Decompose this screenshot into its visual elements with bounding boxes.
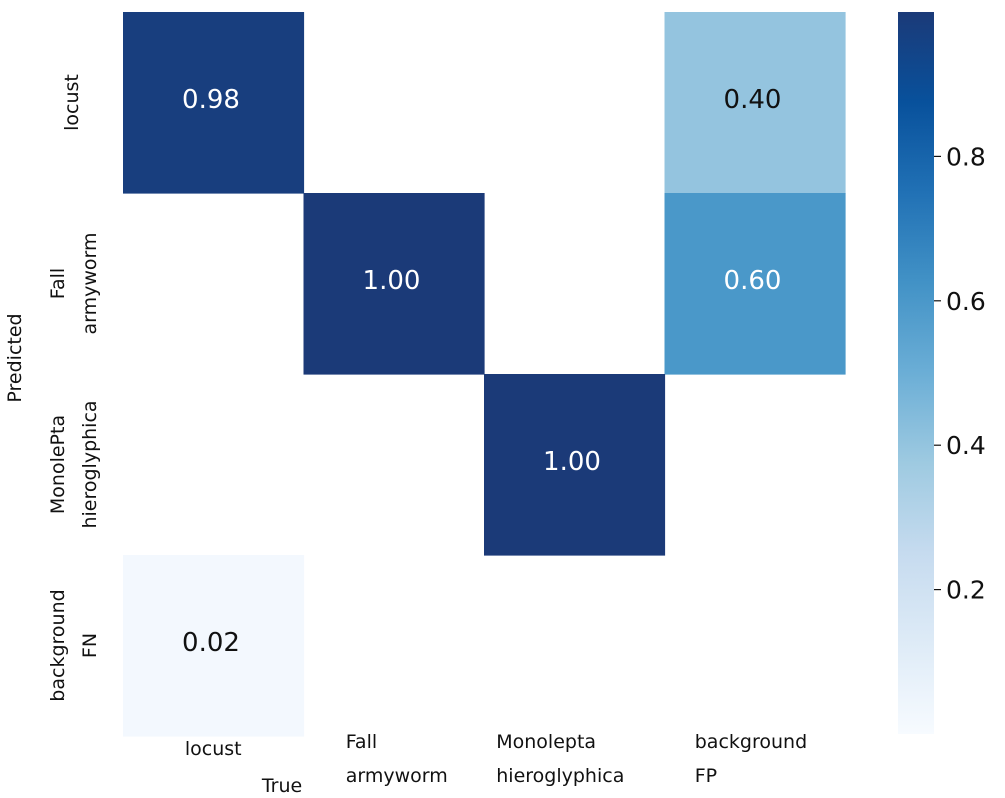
heatmap-cell <box>664 12 846 194</box>
cell-value-label: 1.00 <box>543 447 601 477</box>
svg-text:locust: locust <box>61 74 83 131</box>
cell-value-label: 1.00 <box>363 266 421 296</box>
heatmap-cell <box>664 193 846 375</box>
heatmap-cells <box>123 12 846 737</box>
colorbar-tick-label: 0.2 <box>946 576 986 605</box>
cell-value-label: 0.60 <box>724 266 782 296</box>
y-tick-label: MonolePta hieroglyphica <box>47 400 101 528</box>
cell-value-label: 0.02 <box>182 628 240 658</box>
heatmap-cell <box>123 555 305 737</box>
colorbar-tick-label: 0.8 <box>946 142 986 171</box>
colorbar <box>898 12 934 734</box>
cell-value-labels: 0.98 0.40 1.00 0.60 1.00 0.02 <box>182 85 781 658</box>
x-axis-title: True <box>261 775 302 797</box>
colorbar-tick-label: 0.6 <box>946 287 986 316</box>
cell-value-label: 0.98 <box>182 85 240 115</box>
x-tick-label: Monolepta hieroglyphica <box>496 731 624 787</box>
colorbar-tick-label: 0.4 <box>946 431 986 460</box>
x-tick-label: locust <box>185 738 242 760</box>
y-axis-title: Predicted <box>4 313 26 402</box>
y-tick-label: background FN <box>47 589 101 701</box>
cell-value-label: 0.40 <box>724 85 782 115</box>
heatmap-cell <box>484 374 666 556</box>
heatmap-cell <box>123 12 305 194</box>
x-tick-label: Fall armyworm <box>346 731 448 787</box>
y-tick-labels: locust Fall armyworm MonolePta hieroglyphica… <box>47 74 101 702</box>
heatmap-cell <box>303 193 485 375</box>
y-tick-label: locust <box>61 74 83 131</box>
x-tick-labels: locust Fall armyworm Monolepta hieroglyphica… <box>185 731 807 787</box>
y-tick-label: Fall armyworm <box>47 232 101 334</box>
x-tick-label: background FP <box>695 731 807 787</box>
colorbar-tick-labels: 0.2 0.4 0.6 0.8 <box>934 142 986 605</box>
